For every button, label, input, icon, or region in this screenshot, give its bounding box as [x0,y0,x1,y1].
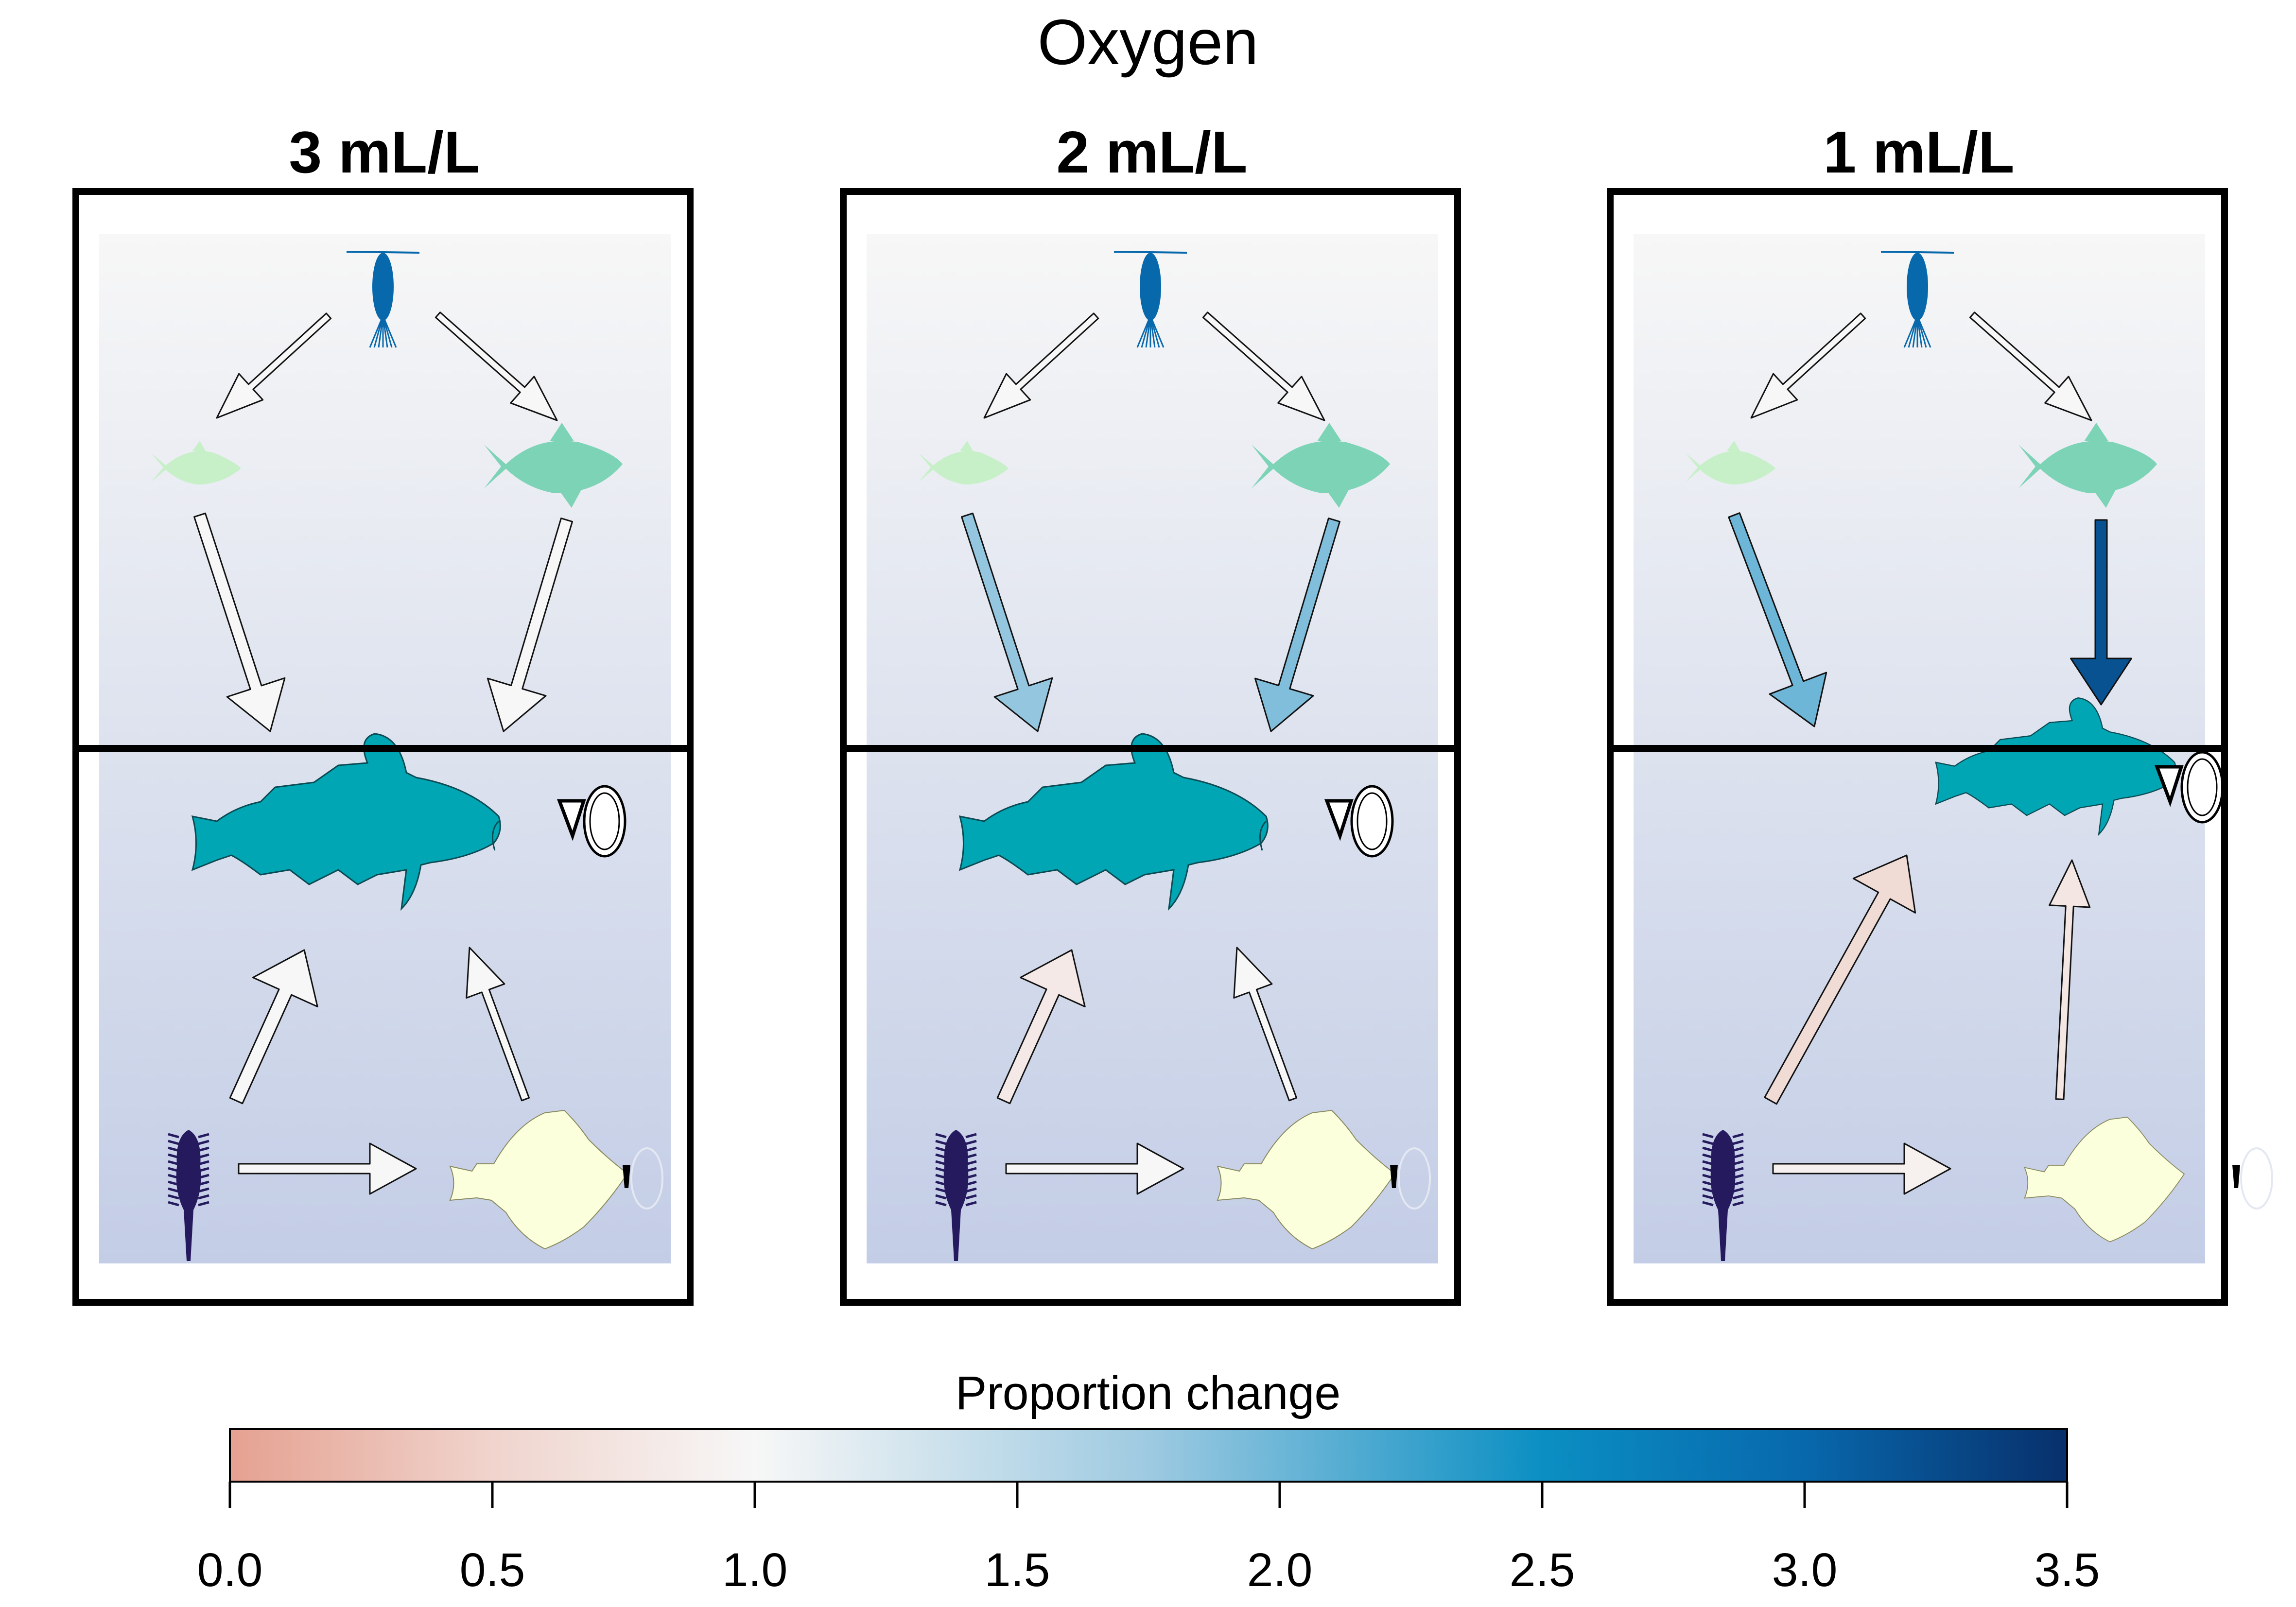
polychaete-icon [935,1130,977,1261]
arrow-flatfish-to-cod [466,947,530,1102]
arrow-zooplankton-to-small-fish [216,312,332,419]
flatfish-icon [2023,1117,2185,1243]
colorbar-tick-label: 2.5 [1510,1543,1575,1596]
oxygen-icon [2232,1147,2273,1210]
arrow-small-fish-to-cod [1728,512,1827,727]
arrow-small-fish-to-cod [961,512,1053,732]
arrow-polychaete-to-cod [1764,854,1916,1105]
zooplankton-icon [1880,251,1954,348]
panel-3: 1 mL/L [1607,119,2273,1306]
polychaete-icon [1702,1130,1744,1261]
oxygen-icon [557,785,626,858]
polychaete-icon [168,1130,209,1261]
arrow-herring-to-cod [1254,518,1340,732]
small-pelagic-fish-icon [151,441,241,484]
panel-1: 3 mL/L [72,119,694,1306]
arrow-zooplankton-to-herring [1969,311,2092,421]
panels: 3 mL/L 2 mL/L 1 mL/L [72,119,2273,1306]
arrow-flatfish-to-cod [1233,947,1297,1102]
colorbar-tick-label: 1.5 [985,1543,1050,1596]
panel-title: 2 mL/L [1056,119,1247,185]
arrow-polychaete-to-cod [229,949,318,1105]
panel-title: 3 mL/L [289,119,480,185]
colorbar-ticks: 0.0 0.5 1.0 1.5 2.0 2.5 3.0 3.5 [197,1482,2100,1596]
arrow-polychaete-to-flatfish [238,1142,417,1195]
panel-2: 2 mL/L [840,119,1461,1306]
zooplankton-icon [346,251,420,348]
arrow-zooplankton-to-herring [435,311,558,421]
oxygen-icon [2154,751,2224,824]
flatfish-icon [1217,1109,1396,1250]
zooplankton-icon [1113,251,1187,348]
oxygen-icon [1390,1147,1431,1210]
herring-icon [484,423,623,508]
arrow-zooplankton-to-small-fish [1750,312,1866,419]
colorbar-gradient [229,1428,2068,1483]
oxygen-icon [1324,785,1394,858]
small-pelagic-fish-icon [1686,441,1775,484]
figure-title: Oxygen [1038,6,1259,78]
arrow-polychaete-to-flatfish [1005,1142,1184,1195]
arrow-herring-to-cod [487,518,573,732]
colorbar: Proportion change 0.0 0.5 1.0 1.5 2.0 2.5 3.0 3… [197,1366,2100,1596]
arrow-zooplankton-to-small-fish [983,312,1099,419]
colorbar-tick-label: 0.0 [197,1543,263,1596]
oxygen-icon [623,1147,663,1210]
arrow-polychaete-to-flatfish [1772,1142,1951,1195]
colorbar-title: Proportion change [956,1366,1341,1419]
arrow-herring-to-cod [2070,519,2132,706]
arrow-flatfish-to-cod [2049,859,2091,1100]
arrow-polychaete-to-cod [996,949,1086,1105]
colorbar-tick-label: 1.0 [722,1543,788,1596]
colorbar-tick-label: 3.5 [2035,1543,2100,1596]
herring-icon [1252,423,1390,508]
colorbar-tick-label: 2.0 [1247,1543,1313,1596]
colorbar-tick-label: 0.5 [460,1543,525,1596]
herring-icon [2018,423,2157,508]
arrow-small-fish-to-cod [193,512,286,732]
panel-title: 1 mL/L [1823,119,2014,185]
arrow-zooplankton-to-herring [1202,311,1325,421]
colorbar-tick-label: 3.0 [1772,1543,1838,1596]
small-pelagic-fish-icon [919,441,1009,484]
flatfish-icon [449,1109,628,1250]
